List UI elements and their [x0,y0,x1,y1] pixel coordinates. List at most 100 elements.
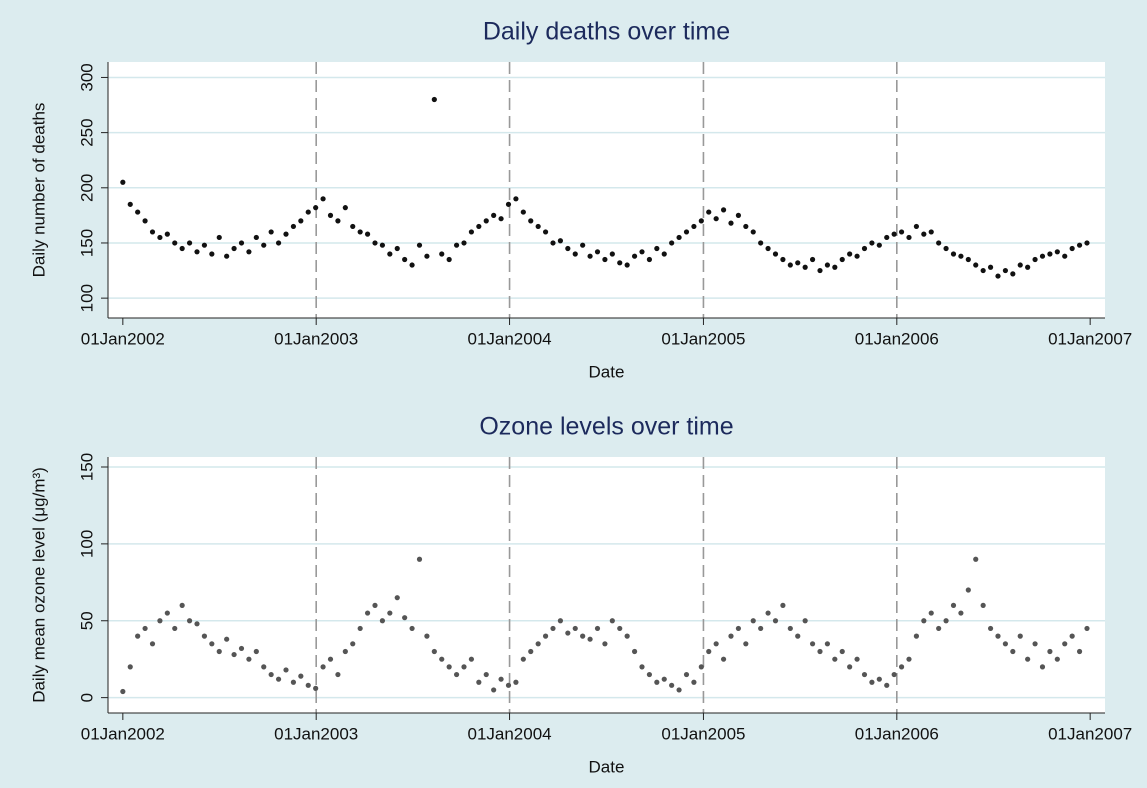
point [698,218,704,224]
point [906,234,912,241]
point [1017,633,1023,639]
point [847,251,853,257]
point [609,618,615,624]
y-tick-label: 100 [77,284,96,312]
point [290,223,297,230]
point [580,242,586,248]
point [446,256,452,263]
point [876,676,882,682]
point [290,679,297,685]
point [943,245,949,252]
point [372,602,378,608]
point [313,685,319,691]
point [995,273,1001,279]
point [1032,256,1038,263]
point [1062,641,1068,647]
point [542,229,549,235]
point [209,251,215,257]
point [275,240,282,246]
point [1054,249,1060,255]
point [216,234,222,241]
point [327,212,334,218]
point [973,556,979,562]
point [713,216,719,222]
point [231,651,237,658]
point [127,201,133,207]
point [327,656,334,662]
point [720,656,727,662]
point [387,610,393,616]
point [565,630,571,636]
point [958,610,964,616]
point [416,242,423,248]
point [1002,267,1009,274]
point [379,618,386,624]
y-axis-label: Daily mean ozone level (μg/m³) [29,467,48,703]
point [691,223,697,230]
point [995,633,1001,639]
point [624,262,630,268]
point [698,664,704,670]
point [253,234,259,241]
y-tick-label: 300 [77,63,96,91]
point [861,671,868,678]
point [528,218,534,224]
point [135,209,141,215]
point [876,242,882,248]
point [157,234,163,241]
y-tick-label: 200 [77,174,96,202]
point [921,231,927,237]
point [483,218,489,224]
point [164,610,170,616]
point [743,641,749,647]
plot-area [108,457,1105,713]
y-tick-label: 150 [77,453,96,481]
point [394,245,400,252]
point [1084,240,1090,246]
point [253,648,259,655]
point [416,556,423,562]
point [246,249,252,255]
x-tick-label: 01Jan2006 [855,329,939,348]
point [535,223,541,230]
point [350,223,356,230]
point [402,615,408,621]
x-tick-label: 01Jan2004 [467,724,551,743]
point [802,618,808,624]
point [194,621,200,627]
point [498,676,504,682]
point [780,602,786,608]
point [453,242,460,248]
point [364,231,371,237]
point [194,249,200,255]
point [824,641,831,647]
point [743,223,749,230]
x-tick-label: 01Jan2007 [1048,724,1132,743]
point [342,648,348,655]
point [431,96,437,103]
x-tick-label: 01Jan2005 [661,329,745,348]
point [669,240,675,246]
point [164,231,170,237]
point [884,682,890,688]
point [735,212,742,218]
point [661,251,667,257]
point [1039,253,1046,259]
point [669,682,675,688]
point [809,256,816,263]
point [201,242,208,248]
point [283,667,289,673]
point [1062,253,1068,259]
point [832,264,838,270]
y-tick-label: 0 [77,693,96,702]
point [201,633,208,639]
point [795,260,801,266]
point [179,245,185,252]
point [1025,264,1031,270]
point [928,229,934,235]
point [424,253,430,259]
point [1047,251,1053,257]
point [350,641,356,647]
point [209,641,215,647]
point [186,618,193,624]
